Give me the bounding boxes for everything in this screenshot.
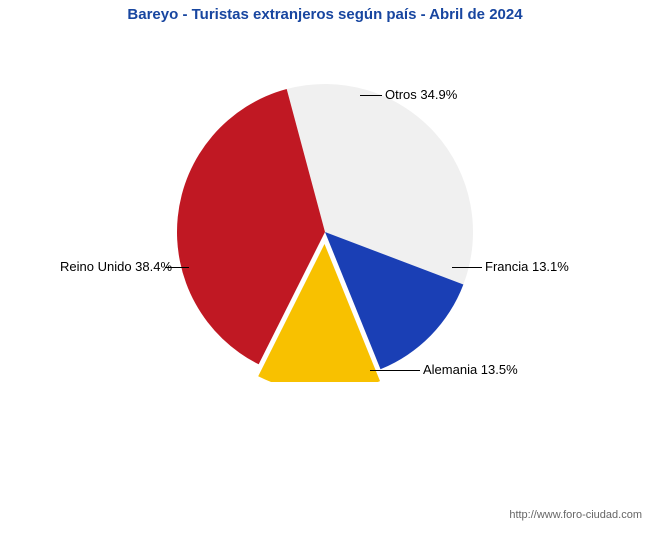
- leader-otros: [360, 95, 382, 96]
- slice-label-francia: Francia 13.1%: [485, 259, 569, 274]
- chart-title: Bareyo - Turistas extranjeros según país…: [0, 0, 650, 27]
- slice-label-otros: Otros 34.9%: [385, 87, 457, 102]
- leader-francia: [452, 267, 482, 268]
- footer-url: http://www.foro-ciudad.com: [509, 509, 642, 521]
- chart-area: Otros 34.9% Francia 13.1% Alemania 13.5%…: [0, 27, 650, 527]
- leader-reino-unido: [165, 267, 189, 268]
- pie-chart: [175, 82, 475, 382]
- slice-label-alemania: Alemania 13.5%: [423, 362, 518, 377]
- pie-svg: [175, 82, 475, 382]
- leader-alemania: [370, 370, 420, 371]
- slice-label-reino-unido: Reino Unido 38.4%: [60, 259, 172, 274]
